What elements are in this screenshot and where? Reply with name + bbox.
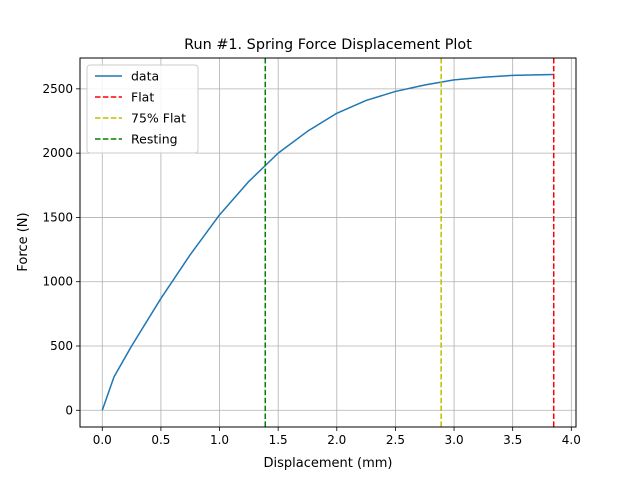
x-tick-label: 0.0 — [93, 433, 112, 447]
y-tick-label: 500 — [50, 339, 73, 353]
x-tick-label: 2.0 — [327, 433, 346, 447]
x-tick-label: 1.5 — [269, 433, 288, 447]
plot-series — [101, 58, 555, 427]
x-tick-label: 1.0 — [210, 433, 229, 447]
y-tick-label: 1000 — [42, 275, 73, 289]
y-tick-label: 2500 — [42, 82, 73, 96]
legend-label-2: 75% Flat — [131, 111, 186, 126]
legend-label-1: Flat — [131, 90, 154, 105]
y-tick-label: 1500 — [42, 210, 73, 224]
legend-label-3: Resting — [131, 132, 178, 147]
series-line-0 — [101, 73, 554, 411]
x-axis-ticks: 0.0 0.5 1.0 1.5 2.0 2.5 3.0 3.5 4.0 — [93, 427, 581, 447]
y-tick-label: 0 — [65, 403, 73, 417]
y-tick-label: 2000 — [42, 146, 73, 160]
chart-title: Run #1. Spring Force Displacement Plot — [184, 37, 472, 53]
x-tick-label: 3.0 — [445, 433, 464, 447]
x-axis-label: Displacement (mm) — [264, 456, 393, 471]
plot-frame — [79, 57, 577, 428]
legend: data Flat 75% Flat Resting — [86, 64, 199, 154]
x-tick-label: 0.5 — [151, 433, 170, 447]
x-tick-label: 4.0 — [562, 433, 581, 447]
grid — [80, 58, 576, 427]
legend-label-0: data — [131, 69, 159, 84]
y-axis-ticks: 0 500 1000 1500 2000 2500 — [42, 82, 80, 417]
x-tick-label: 3.5 — [503, 433, 522, 447]
legend-box — [86, 64, 199, 154]
y-axis-label: Force (N) — [16, 212, 31, 271]
x-tick-label: 2.5 — [386, 433, 405, 447]
